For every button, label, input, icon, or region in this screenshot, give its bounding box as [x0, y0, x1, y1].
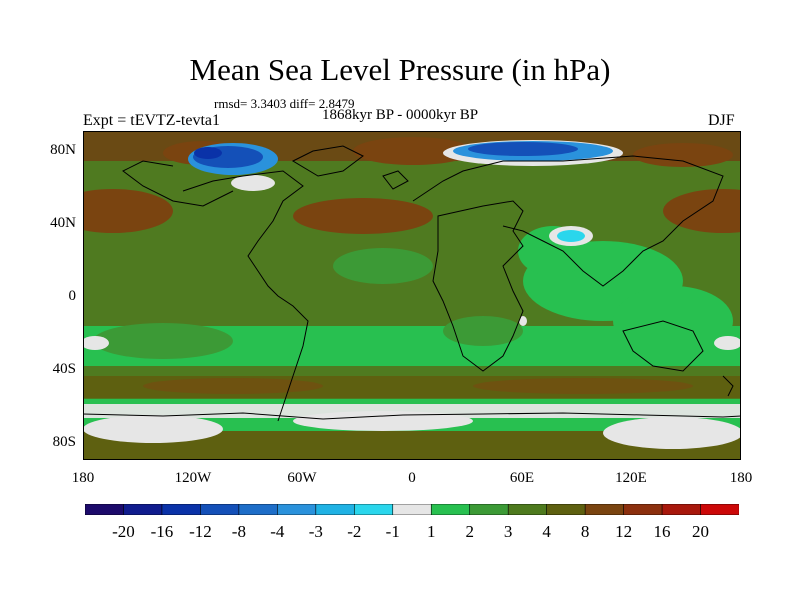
lat-tick-80n: 80N — [50, 142, 76, 158]
colorbar-swatch-15 — [661, 504, 702, 515]
lon-tick-60w: 60W — [287, 470, 317, 486]
colorbar-swatch-3 — [200, 504, 240, 515]
lat-tick-40s: 40S — [52, 361, 76, 377]
colorbar-swatch-11 — [507, 504, 548, 515]
coastlines — [83, 145, 741, 422]
colorbar-swatch-2 — [161, 504, 201, 515]
colorbar-label-11: 4 — [542, 522, 551, 541]
colorbar-label-10: 3 — [503, 522, 513, 541]
lon-tick-180w: 180 — [71, 470, 95, 486]
colorbar-label-3: -8 — [231, 522, 246, 541]
colorbar-label-4: -4 — [270, 522, 285, 541]
colorbar-swatch-1 — [123, 504, 163, 515]
rmsd-diff-stats: rmsd= 3.3403 diff= 2.8479 — [214, 96, 355, 111]
colorbar-swatch-10 — [469, 504, 509, 515]
colorbar-swatch-6 — [315, 504, 355, 515]
lat-tick-40n: 40N — [50, 215, 76, 231]
colorbar-swatch-12 — [546, 504, 586, 515]
map-frame — [83, 131, 741, 460]
colorbar-label-6: -2 — [347, 522, 362, 541]
experiment-label: Expt = tEVTZ-tevta1 — [83, 112, 220, 129]
lon-tick-180e: 180 — [729, 470, 753, 486]
lon-tick-60e: 60E — [509, 470, 535, 486]
lon-tick-120w: 120W — [174, 470, 212, 486]
lon-tick-0: 0 — [408, 470, 416, 486]
colorbar — [85, 504, 739, 515]
colorbar-label-0: -20 — [112, 522, 135, 541]
pressure-anomaly-map — [83, 131, 741, 460]
colorbar-swatch-8 — [392, 504, 432, 515]
negative-anomaly-blue-regions — [188, 140, 623, 246]
lat-tick-0: 0 — [68, 288, 77, 304]
lon-tick-120e: 120E — [615, 470, 647, 486]
colorbar-swatch-5 — [277, 504, 317, 515]
colorbar-label-2: -12 — [189, 522, 212, 541]
colorbar-swatch-7 — [353, 504, 394, 515]
map-title: Mean Sea Level Pressure (in hPa) — [189, 52, 611, 87]
colorbar-swatch-14 — [623, 504, 663, 515]
colorbar-label-15: 20 — [692, 522, 710, 541]
colorbar-swatch-4 — [238, 504, 278, 515]
lat-tick-80s: 80S — [52, 434, 76, 450]
colorbar-label-13: 12 — [615, 522, 633, 541]
colorbar-label-1: -16 — [150, 522, 174, 541]
colorbar-label-14: 16 — [653, 522, 671, 541]
time-period-label: 1868kyr BP - 0000kyr BP — [322, 107, 479, 123]
colorbar-label-8: 1 — [426, 522, 436, 541]
colorbar-swatch-13 — [584, 504, 625, 515]
colorbar-swatch-16 — [700, 504, 739, 515]
colorbar-swatch-9 — [430, 504, 471, 515]
near-zero-regions — [83, 175, 741, 449]
colorbar-label-9: 2 — [465, 522, 474, 541]
colorbar-swatch-0 — [85, 504, 124, 515]
season-label: DJF — [708, 112, 735, 129]
colorbar-label-12: 8 — [580, 522, 590, 541]
colorbar-label-7: -1 — [385, 522, 400, 541]
colorbar-label-5: -3 — [308, 522, 323, 541]
